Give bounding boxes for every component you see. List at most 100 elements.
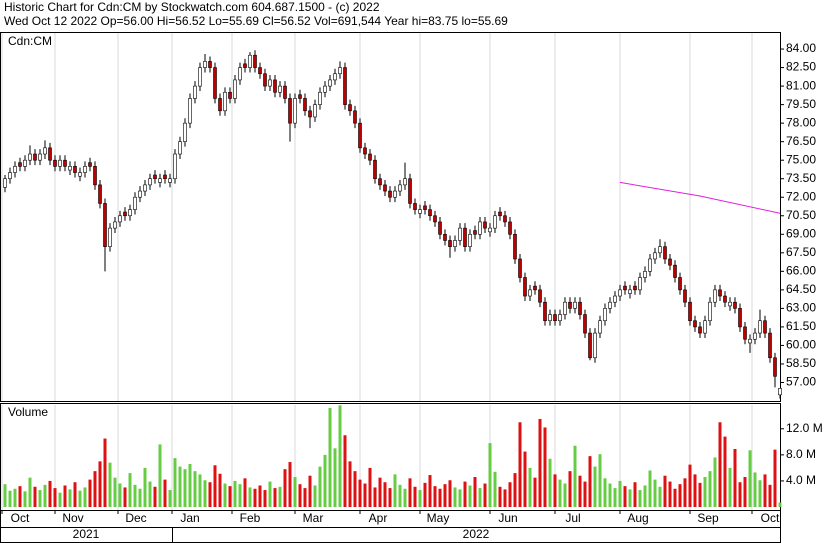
candle-body [548, 314, 552, 322]
volume-bar [268, 481, 272, 507]
volume-bar [578, 475, 582, 507]
volume-bar [293, 477, 297, 507]
candle-body [93, 166, 97, 186]
x-tick-label: Aug [627, 511, 648, 525]
candle-body [338, 67, 342, 75]
candle-body [153, 174, 157, 180]
volume-bar [3, 484, 7, 507]
volume-bar [638, 490, 642, 507]
candle-body [148, 178, 152, 186]
volume-bar [163, 479, 167, 507]
candle-body [118, 215, 122, 223]
candle-body [623, 285, 627, 291]
candle-body [658, 246, 662, 254]
volume-bar [593, 466, 597, 507]
volume-bar [213, 465, 217, 507]
candle-body [243, 63, 247, 68]
volume-bar [363, 483, 367, 507]
candle-body [393, 190, 397, 198]
volume-bar [768, 484, 772, 507]
volume-bar [128, 473, 132, 507]
chart-title: Historic Chart for Cdn:CM by Stockwatch.… [4, 0, 380, 14]
candle-body [258, 67, 262, 75]
candle-body [563, 301, 567, 315]
volume-bar [628, 489, 632, 507]
candle-body [268, 79, 272, 87]
candle-body [318, 91, 322, 105]
volume-bar [738, 482, 742, 507]
x-tick-label: Dec [125, 511, 146, 525]
volume-bar [38, 490, 42, 507]
volume-bar [183, 469, 187, 507]
candle-body [608, 301, 612, 309]
volume-bar [328, 407, 332, 507]
volume-bar [198, 474, 202, 507]
volume-bar [533, 477, 537, 507]
volume-bar [313, 485, 317, 507]
volume-bar [453, 487, 457, 507]
y-tick-label: 84.00 [786, 41, 816, 55]
candle-body [768, 332, 772, 359]
volume-bar [473, 477, 477, 507]
volume-bar [323, 454, 327, 507]
volume-bar [83, 487, 87, 507]
candle-body [453, 240, 457, 247]
volume-bar [393, 474, 397, 507]
volume-bar [43, 484, 47, 507]
candle-body [773, 357, 777, 377]
candle-body [518, 258, 522, 278]
candle-body [23, 159, 27, 167]
x-tick-label: Sep [697, 511, 719, 525]
volume-bar [348, 461, 352, 507]
candle-body [18, 162, 22, 167]
volume-bar [283, 469, 287, 507]
candle-body [643, 271, 647, 278]
volume-bar [448, 480, 452, 507]
candle-body [463, 227, 467, 247]
candle-body [513, 233, 517, 260]
volume-bar [193, 471, 197, 507]
y2-tick-label: 8.0 M [786, 447, 816, 461]
volume-bar [273, 488, 277, 507]
volume-bar [253, 488, 257, 507]
volume-bar [633, 482, 637, 507]
y-tick-label: 67.50 [786, 245, 816, 259]
candle-body [443, 233, 447, 241]
moving-average [619, 181, 781, 214]
volume-bar [308, 475, 312, 507]
volume-bar [373, 487, 377, 507]
volume-bar [588, 456, 592, 507]
volume-bar [388, 488, 392, 507]
y-tick-label: 63.00 [786, 301, 816, 315]
candle-body [368, 153, 372, 161]
y-tick-label: 75.00 [786, 152, 816, 166]
volume-bar [228, 486, 232, 507]
y2-tick-label: 12.0 M [786, 421, 823, 435]
candle-body [403, 178, 407, 186]
volume-bar [553, 474, 557, 507]
volume-bar [668, 481, 672, 507]
x-tick-label: Oct [761, 511, 780, 525]
candle-body [483, 221, 487, 229]
volume-bar [258, 485, 262, 507]
volume-bar [298, 484, 302, 507]
candle-body [683, 289, 687, 303]
volume-bar [8, 490, 12, 507]
volume-bar [233, 480, 237, 507]
y-tick-label: 81.00 [786, 78, 816, 92]
candle-body [293, 98, 297, 124]
volume-bar [93, 471, 97, 507]
volume-bar [708, 471, 712, 507]
x-tick-label: Jan [180, 511, 199, 525]
candle-body [103, 203, 107, 247]
candle-body [503, 215, 507, 223]
volume-bar [573, 445, 577, 507]
candle-body [128, 209, 132, 217]
candle-body [698, 326, 702, 334]
volume-bar [148, 481, 152, 507]
volume-bar [78, 490, 82, 507]
candle-body [488, 227, 492, 233]
candle-body [73, 166, 77, 173]
x-tick-label: Apr [369, 511, 388, 525]
